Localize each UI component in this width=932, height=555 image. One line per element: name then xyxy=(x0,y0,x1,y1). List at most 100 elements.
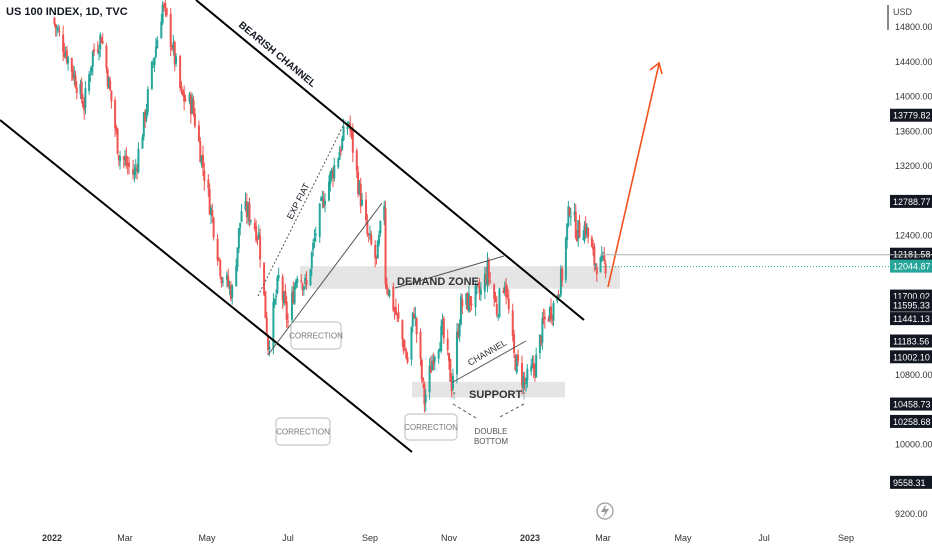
candle-body[interactable] xyxy=(276,276,279,293)
candle-body[interactable] xyxy=(330,169,333,176)
candle-body[interactable] xyxy=(152,62,155,64)
candle-body[interactable] xyxy=(415,318,418,335)
bearish-channel-lower-line[interactable] xyxy=(0,119,413,453)
candle-body[interactable] xyxy=(429,365,432,373)
candle-body[interactable] xyxy=(115,127,118,131)
candle-body[interactable] xyxy=(594,264,597,266)
candle-body[interactable] xyxy=(393,309,396,311)
candle-body[interactable] xyxy=(576,236,579,241)
candle-body[interactable] xyxy=(70,58,73,73)
support-zone-box[interactable] xyxy=(412,381,565,398)
candle-body[interactable] xyxy=(547,318,550,322)
candle-body[interactable] xyxy=(114,99,117,129)
candle-body[interactable] xyxy=(146,89,149,112)
candle-body[interactable] xyxy=(110,90,113,102)
candle-body[interactable] xyxy=(181,89,184,96)
candle-body[interactable] xyxy=(67,57,70,64)
candle-body[interactable] xyxy=(216,238,219,261)
candle-body[interactable] xyxy=(387,290,390,294)
candle-body[interactable] xyxy=(207,179,210,189)
candle-body[interactable] xyxy=(165,8,168,16)
candle-body[interactable] xyxy=(564,237,567,280)
candle-body[interactable] xyxy=(57,29,60,31)
candle-body[interactable] xyxy=(365,199,368,221)
candle-body[interactable] xyxy=(438,348,441,352)
exp-fiat-dotted-line[interactable] xyxy=(257,119,347,297)
candle-body[interactable] xyxy=(379,221,382,234)
candle-body[interactable] xyxy=(191,98,194,114)
projection-arrow-line[interactable] xyxy=(607,63,660,288)
candle-body[interactable] xyxy=(72,69,75,79)
candle-body[interactable] xyxy=(541,317,544,343)
candle-body[interactable] xyxy=(197,125,200,142)
exp-fiat-trend-line[interactable] xyxy=(267,202,383,356)
candle-body[interactable] xyxy=(117,155,120,161)
candle-body[interactable] xyxy=(505,283,508,298)
candle-body[interactable] xyxy=(247,204,250,218)
candle-body[interactable] xyxy=(477,283,480,286)
candle-body[interactable] xyxy=(128,162,131,167)
candle-body[interactable] xyxy=(83,105,86,111)
candle-body[interactable] xyxy=(106,69,109,87)
candle-body[interactable] xyxy=(446,338,449,351)
candle-body[interactable] xyxy=(521,363,524,386)
candle-body[interactable] xyxy=(201,154,204,168)
candle-body[interactable] xyxy=(263,262,266,295)
candle-body[interactable] xyxy=(227,276,230,287)
candle-body[interactable] xyxy=(107,78,110,89)
candle-body[interactable] xyxy=(347,122,350,125)
candle-body[interactable] xyxy=(237,228,240,249)
candle-body[interactable] xyxy=(424,394,427,403)
candle-body[interactable] xyxy=(583,225,586,241)
candle-body[interactable] xyxy=(259,235,262,260)
candle-body[interactable] xyxy=(126,163,129,166)
correction-callout-1[interactable]: CORRECTION xyxy=(289,321,343,350)
candle-body[interactable] xyxy=(600,255,603,259)
candle-body[interactable] xyxy=(244,201,247,210)
candle-body[interactable] xyxy=(604,263,607,274)
candle-body[interactable] xyxy=(105,45,108,69)
candle-body[interactable] xyxy=(91,51,94,67)
candle-body[interactable] xyxy=(256,237,259,239)
candle-body[interactable] xyxy=(342,126,345,141)
candle-body[interactable] xyxy=(514,355,517,371)
candle-body[interactable] xyxy=(431,360,434,371)
candle-body[interactable] xyxy=(179,55,182,88)
candle-body[interactable] xyxy=(65,50,68,63)
candle-body[interactable] xyxy=(574,211,577,238)
candle-body[interactable] xyxy=(467,294,470,312)
candle-body[interactable] xyxy=(487,261,490,279)
candle-body[interactable] xyxy=(542,317,545,320)
candle-body[interactable] xyxy=(511,310,514,337)
candle-body[interactable] xyxy=(358,182,361,194)
candle-body[interactable] xyxy=(84,88,87,109)
candle-body[interactable] xyxy=(551,317,554,319)
candle-body[interactable] xyxy=(133,171,136,176)
candle-body[interactable] xyxy=(543,316,546,320)
candle-body[interactable] xyxy=(433,357,436,362)
candle-body[interactable] xyxy=(479,289,482,295)
candle-body[interactable] xyxy=(502,290,505,293)
candle-body[interactable] xyxy=(432,360,435,365)
candle-body[interactable] xyxy=(96,49,99,52)
candle-body[interactable] xyxy=(423,383,426,405)
candle-body[interactable] xyxy=(350,128,353,133)
candle-body[interactable] xyxy=(93,48,96,52)
candle-body[interactable] xyxy=(567,206,570,226)
candle-body[interactable] xyxy=(74,75,77,88)
candle-body[interactable] xyxy=(406,357,409,363)
candle-body[interactable] xyxy=(225,274,228,281)
candle-body[interactable] xyxy=(403,348,406,351)
candle-body[interactable] xyxy=(98,51,101,54)
candle-body[interactable] xyxy=(293,286,296,304)
candle-body[interactable] xyxy=(255,226,258,241)
candle-body[interactable] xyxy=(219,260,222,277)
candle-body[interactable] xyxy=(569,216,572,218)
candle-body[interactable] xyxy=(189,95,192,115)
candle-body[interactable] xyxy=(394,307,397,315)
candle-body[interactable] xyxy=(162,4,165,6)
candle-body[interactable] xyxy=(355,150,358,171)
candle-body[interactable] xyxy=(405,350,408,359)
correction-callout-3[interactable]: CORRECTION xyxy=(404,413,458,441)
candle-body[interactable] xyxy=(116,128,119,154)
